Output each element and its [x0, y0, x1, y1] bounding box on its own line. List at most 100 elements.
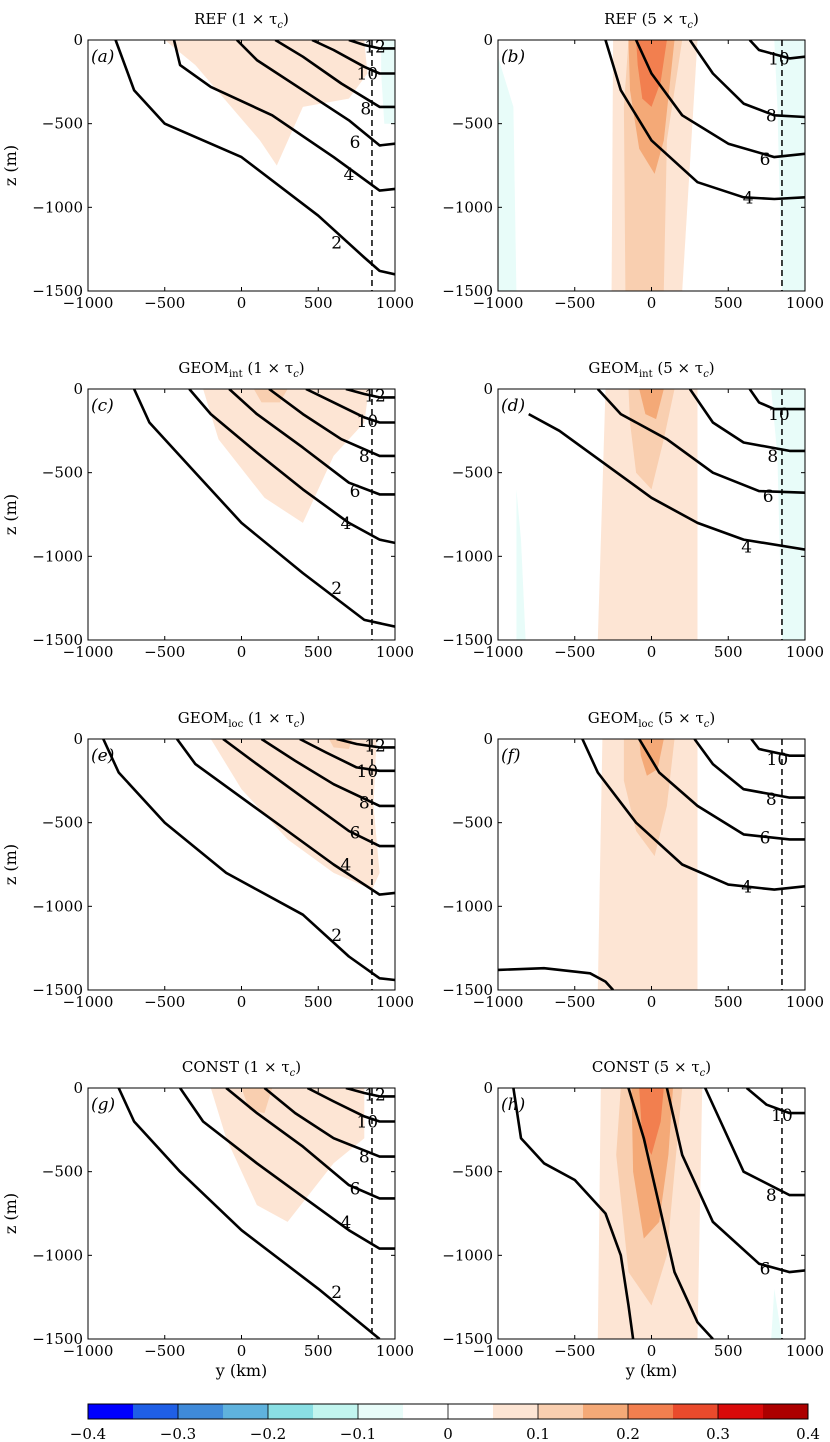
panel-title-scale: (1 × τ — [227, 10, 278, 28]
panel-title: GEOMint (1 × τc) — [178, 359, 304, 380]
filled-contour-band — [233, 389, 334, 440]
y-tick-label: −500 — [452, 814, 493, 832]
y-tick-label: 0 — [483, 380, 493, 398]
filled-contour-band — [771, 1288, 782, 1339]
colorbar-swatch — [583, 1404, 629, 1419]
isoline-contour — [665, 1088, 805, 1274]
x-tick-label: 1000 — [786, 294, 824, 312]
colorbar-swatch — [673, 1404, 719, 1419]
x-tick-label: −1000 — [473, 294, 524, 312]
plot-area-d: 4 6 8 10 — [498, 389, 805, 640]
x-axis-label: y (km) — [215, 1361, 267, 1380]
isoline-contour — [345, 1088, 395, 1098]
colorbar-swatch — [268, 1404, 314, 1419]
x-tick-label: 500 — [714, 643, 743, 661]
contour-label: 6 — [350, 824, 361, 844]
isoline-contour — [132, 389, 395, 628]
isoline-contour — [274, 40, 395, 109]
y-tick-label: −1500 — [32, 282, 83, 300]
panel-title-name: REF — [194, 10, 227, 28]
filled-contour-band — [639, 1088, 664, 1155]
x-tick-label: 500 — [714, 1342, 743, 1360]
x-tick-label: 0 — [647, 993, 657, 1011]
y-tick-label: −1500 — [442, 981, 493, 999]
y-tick-label: −1500 — [442, 631, 493, 649]
panel-title-subscript: int — [639, 369, 653, 380]
colorbar-swatch — [448, 1404, 494, 1419]
contour-label: 8 — [360, 100, 371, 120]
contour-label: 10 — [767, 750, 789, 770]
y-tick-label: 0 — [483, 730, 493, 748]
filled-contour-band — [639, 389, 664, 420]
contour-label: 8 — [359, 1148, 370, 1168]
contour-label: 6 — [763, 487, 774, 507]
isoline-contour — [634, 40, 805, 159]
x-tick-label: −500 — [144, 643, 185, 661]
y-tick-label: 0 — [73, 1079, 83, 1097]
filled-contour-band — [623, 739, 675, 857]
panel-title: REF (1 × τc) — [194, 10, 289, 31]
contour-label: 8 — [359, 794, 370, 814]
isoline-contour — [528, 412, 805, 551]
panel-title-tau-subscript: c — [290, 1068, 296, 1079]
isoline-contour — [596, 389, 805, 494]
plot-area-e: 2 4 6 8 10 12 — [88, 739, 395, 990]
contour-label: 4 — [340, 856, 351, 876]
isoline-contour — [311, 40, 395, 75]
isoline-contour — [348, 40, 395, 50]
contour-label: 2 — [331, 926, 342, 946]
y-tick-label: −1000 — [442, 897, 493, 915]
y-tick-label: 0 — [73, 380, 83, 398]
panel-title-name: CONST — [182, 1058, 239, 1076]
panel-title-tau-subscript: c — [294, 719, 300, 730]
colorbar-swatch — [313, 1404, 359, 1419]
panel-letter: (b) — [501, 47, 525, 67]
isoline-contour — [581, 739, 805, 891]
filled-contour-band — [498, 56, 517, 291]
isoline-contour — [688, 389, 805, 453]
filled-contour-band — [88, 1154, 165, 1339]
x-tick-label: 0 — [647, 294, 657, 312]
isoline-contour — [750, 739, 805, 757]
panel-title-tau-subscript: c — [704, 719, 710, 730]
panel-title-name: REF — [604, 10, 637, 28]
x-tick-label: 0 — [237, 1342, 247, 1360]
colorbar-tick-label: 0 — [443, 1425, 453, 1442]
colorbar-swatch — [358, 1404, 404, 1419]
isoline-contour — [306, 1088, 395, 1123]
colorbar-swatch — [628, 1404, 674, 1419]
colorbar-swatch — [88, 1404, 134, 1419]
isoline-contour — [260, 739, 395, 808]
isoline-contour — [175, 739, 395, 896]
contour-label: 4 — [741, 537, 752, 557]
isoline-contour — [748, 389, 805, 411]
isoline-contour — [512, 1088, 635, 1339]
colorbar-swatch — [493, 1404, 539, 1419]
isoline-contour — [745, 1088, 805, 1115]
panel-title-close-paren: ) — [299, 359, 305, 377]
plot-area-h: 6 8 10 — [498, 1088, 805, 1339]
panel-title: GEOMloc (1 × τc) — [178, 709, 305, 730]
x-tick-label: −500 — [554, 294, 595, 312]
contour-label: 8 — [766, 790, 777, 810]
isoline-contour — [263, 1088, 395, 1158]
x-tick-label: 500 — [304, 993, 333, 1011]
x-tick-label: 0 — [237, 993, 247, 1011]
isoline-contour — [604, 40, 805, 201]
contour-label: 4 — [344, 165, 355, 185]
filled-contour-band — [203, 389, 369, 523]
panel-title-name: GEOM — [178, 359, 229, 377]
panel-title-tau-subscript: c — [687, 20, 693, 31]
y-tick-label: 0 — [483, 1079, 493, 1097]
y-tick-label: −500 — [452, 464, 493, 482]
y-tick-label: −1000 — [442, 547, 493, 565]
contour-label: 6 — [760, 1260, 771, 1280]
panel-title-scale: (1 × τ — [243, 359, 294, 377]
x-tick-label: 1000 — [376, 643, 414, 661]
filled-contour-band — [498, 739, 548, 990]
isoline-contour — [235, 40, 395, 147]
isoline-contour — [114, 40, 395, 276]
